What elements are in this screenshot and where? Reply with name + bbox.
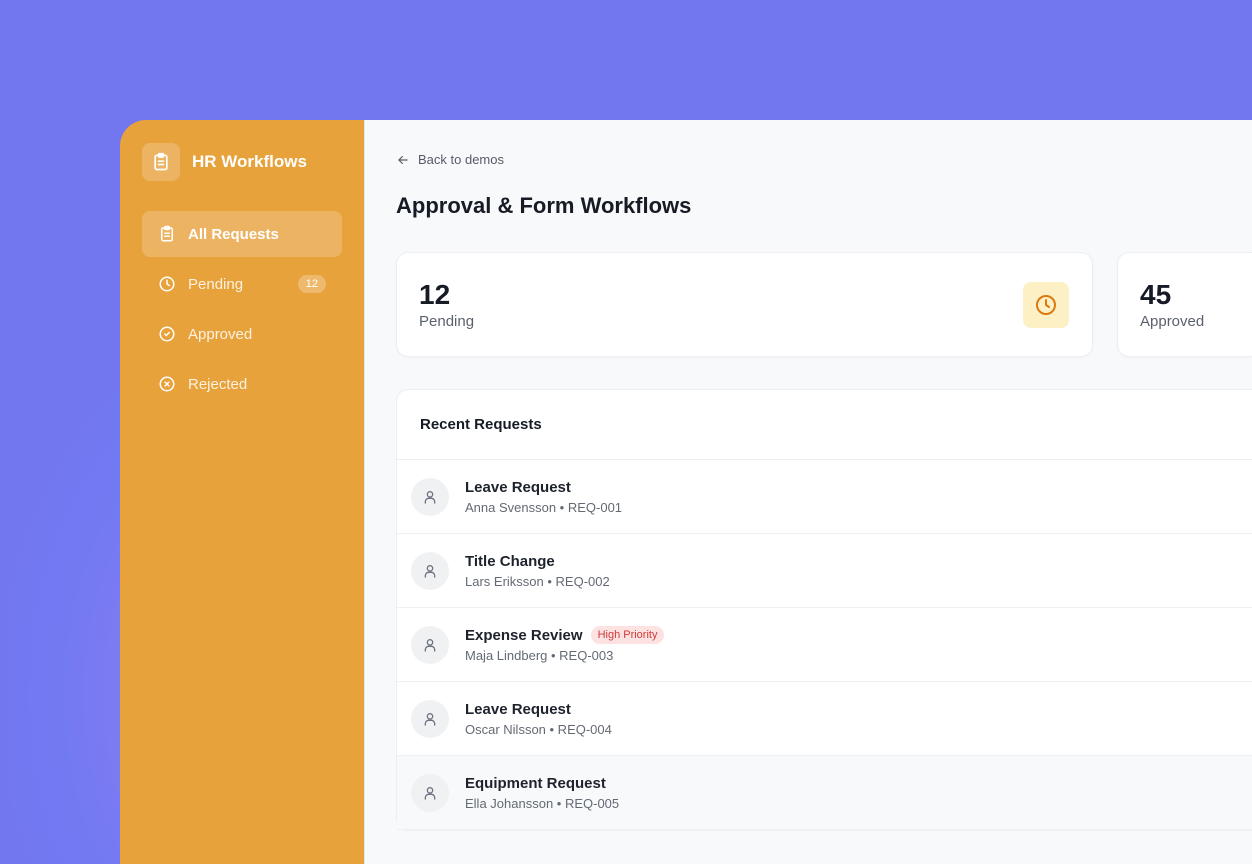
request-meta: Lars Eriksson • REQ-002: [465, 573, 610, 589]
sidebar-nav: All Requests Pending 12 Approved Rejecte…: [142, 211, 342, 407]
request-meta: Ella Johansson • REQ-005: [465, 795, 620, 811]
user-icon: [411, 625, 449, 664]
clipboard-icon: [142, 143, 180, 181]
request-title: Title Change: [465, 552, 555, 570]
user-icon: [411, 477, 449, 516]
request-title: Expense Review: [465, 626, 583, 644]
user-icon: [411, 551, 449, 590]
brand-name: HR Workflows: [192, 152, 307, 171]
stat-value: 12: [419, 279, 451, 310]
request-row[interactable]: Title Change Lars Eriksson • REQ-002: [397, 534, 1252, 608]
request-title-line: Expense Review High Priority: [465, 626, 665, 644]
request-title-line: Equipment Request: [465, 775, 619, 792]
priority-badge: High Priority: [590, 626, 665, 644]
request-row[interactable]: Leave Request Oscar Nilsson • REQ-004: [397, 682, 1252, 756]
back-link-label: Back to demos: [418, 152, 504, 167]
stat-card-approved: 45 Approved: [1117, 252, 1252, 357]
request-meta: Anna Svensson • REQ-001: [465, 499, 623, 515]
request-row[interactable]: Equipment Request Ella Johansson • REQ-0…: [397, 756, 1252, 830]
clock-icon: [1023, 282, 1069, 328]
request-row[interactable]: Leave Request Anna Svensson • REQ-001: [397, 460, 1252, 534]
sidebar-item-all-requests[interactable]: All Requests: [142, 211, 342, 257]
request-title: Equipment Request: [465, 774, 606, 792]
user-icon: [411, 773, 449, 812]
panel-title: Recent Requests: [397, 390, 1252, 460]
stat-label: Approved: [1140, 313, 1205, 330]
check-circle-icon: [159, 326, 175, 342]
clipboard-icon: [161, 225, 173, 242]
request-meta: Oscar Nilsson • REQ-004: [465, 721, 612, 737]
stats-row: 12 Pending 45 Approved: [396, 252, 1252, 357]
sidebar-item-rejected[interactable]: Rejected: [142, 361, 342, 407]
sidebar-item-label: Rejected: [188, 375, 248, 393]
sidebar-item-approved[interactable]: Approved: [142, 311, 342, 357]
request-row[interactable]: Expense Review High Priority Maja Lindber…: [397, 608, 1252, 682]
sidebar-item-label: Pending: [188, 275, 244, 293]
pending-count-badge: 12: [297, 275, 326, 293]
clock-icon: [159, 276, 175, 292]
sidebar: HR Workflows All Requests Pending 12 App…: [120, 120, 364, 864]
main-content: Back to demos Approval & Form Workflows …: [364, 120, 1252, 864]
stat-card-pending: 12 Pending: [396, 252, 1093, 357]
stat-label: Pending: [419, 313, 475, 330]
brand: HR Workflows: [142, 142, 342, 182]
request-title: Leave Request: [465, 478, 571, 496]
sidebar-item-pending[interactable]: Pending 12: [142, 261, 342, 307]
page-title: Approval & Form Workflows: [396, 193, 692, 218]
request-title-line: Title Change: [465, 553, 610, 570]
request-title: Leave Request: [465, 700, 571, 718]
sidebar-item-label: All Requests: [188, 225, 279, 243]
app-window: HR Workflows All Requests Pending 12 App…: [120, 120, 1252, 864]
request-title-line: Leave Request: [465, 701, 612, 718]
arrow-left-icon: [398, 155, 408, 164]
back-link[interactable]: Back to demos: [396, 152, 1252, 167]
stat-value: 45: [1140, 279, 1172, 310]
user-icon: [411, 699, 449, 738]
recent-requests-panel: Recent Requests Leave Request Anna Svens…: [396, 389, 1252, 831]
request-title-line: Leave Request: [465, 479, 622, 496]
x-circle-icon: [159, 376, 175, 392]
request-meta: Maja Lindberg • REQ-003: [465, 648, 614, 663]
sidebar-item-label: Approved: [188, 325, 253, 343]
